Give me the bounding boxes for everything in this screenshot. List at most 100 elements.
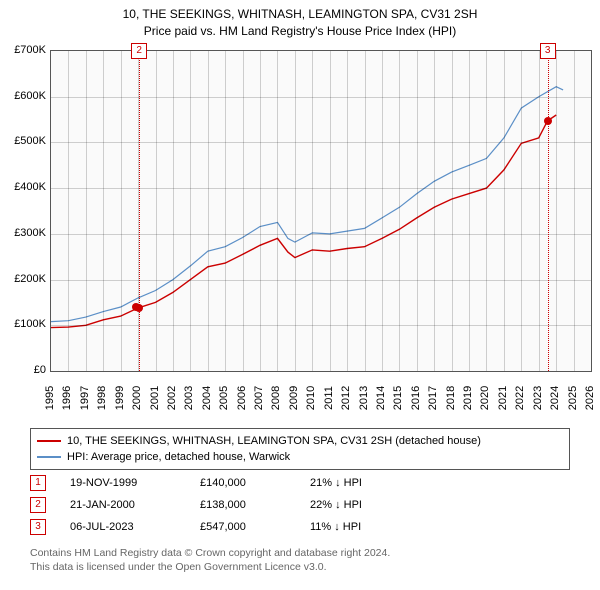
x-tick-label: 2005 [218,386,230,410]
gridline-h [51,280,591,281]
y-tick-label: £600K [0,90,46,102]
x-tick-label: 2026 [584,386,596,410]
x-tick-label: 2015 [392,386,404,410]
gridline-v [469,51,470,371]
sale-delta: 11% ↓ HPI [310,521,361,533]
x-tick-label: 2020 [479,386,491,410]
gridline-v [574,51,575,371]
x-tick-label: 2008 [270,386,282,410]
legend-label: 10, THE SEEKINGS, WHITNASH, LEAMINGTON S… [67,435,481,447]
gridline-h [51,234,591,235]
page: 10, THE SEEKINGS, WHITNASH, LEAMINGTON S… [0,0,600,590]
gridline-v [417,51,418,371]
gridline-v [121,51,122,371]
gridline-v [68,51,69,371]
x-tick-label: 2021 [497,386,509,410]
x-tick-label: 1996 [61,386,73,410]
sale-price: £140,000 [200,477,310,489]
footer: Contains HM Land Registry data © Crown c… [30,546,390,574]
marker-line [548,51,549,371]
sale-row: 2 21-JAN-2000£138,00022% ↓ HPI [30,494,362,516]
x-tick-label: 2025 [567,386,579,410]
gridline-v [539,51,540,371]
sale-row: 306-JUL-2023£547,00011% ↓ HPI [30,516,362,538]
footer-line2: This data is licensed under the Open Gov… [30,560,390,574]
gridline-v [347,51,348,371]
y-tick-label: £100K [0,318,46,330]
x-tick-label: 2000 [131,386,143,410]
sale-marker: 1 [30,475,46,491]
x-tick-label: 2017 [427,386,439,410]
sale-date: 19-NOV-1999 [70,477,200,489]
y-tick-label: £200K [0,273,46,285]
x-tick-label: 2007 [253,386,265,410]
sales-table: 1 19-NOV-1999£140,00021% ↓ HPI 2 21-JAN-200… [30,472,362,538]
x-tick-label: 2013 [358,386,370,410]
x-tick-label: 1999 [114,386,126,410]
sale-date: 06-JUL-2023 [70,521,200,533]
title-block: 10, THE SEEKINGS, WHITNASH, LEAMINGTON S… [0,0,600,40]
y-tick-label: £400K [0,181,46,193]
gridline-v [208,51,209,371]
x-tick-label: 2003 [183,386,195,410]
gridline-v [243,51,244,371]
gridline-v [190,51,191,371]
legend-swatch [37,456,61,458]
legend-label: HPI: Average price, detached house, Warw… [67,451,290,463]
x-tick-label: 2011 [323,386,335,410]
sale-date: 21-JAN-2000 [70,499,200,511]
gridline-v [382,51,383,371]
x-tick-label: 2012 [340,386,352,410]
sale-price: £138,000 [200,499,310,511]
gridline-v [365,51,366,371]
gridline-h [51,97,591,98]
x-tick-label: 2009 [288,386,300,410]
legend-item-property: 10, THE SEEKINGS, WHITNASH, LEAMINGTON S… [37,433,563,449]
plot-area: 23 [50,50,592,372]
x-tick-label: 2022 [514,386,526,410]
gridline-v [156,51,157,371]
y-tick-label: £300K [0,227,46,239]
x-tick-label: 2023 [532,386,544,410]
x-tick-label: 2016 [410,386,422,410]
x-tick-label: 1995 [44,386,56,410]
x-tick-label: 2010 [305,386,317,410]
gridline-v [86,51,87,371]
x-tick-label: 2014 [375,386,387,410]
sale-marker: 2 [30,497,46,513]
marker-line [139,51,140,371]
gridline-v [556,51,557,371]
marker-box: 3 [540,43,556,59]
x-tick-label: 2004 [201,386,213,410]
y-tick-label: £500K [0,135,46,147]
chart: 23 £0£100K£200K£300K£400K£500K£600K£700K… [0,40,600,420]
gridline-v [295,51,296,371]
sale-point [135,304,143,312]
gridline-v [521,51,522,371]
x-tick-label: 1998 [96,386,108,410]
gridline-v [260,51,261,371]
x-tick-label: 2024 [549,386,561,410]
gridline-v [330,51,331,371]
title-line2: Price paid vs. HM Land Registry's House … [0,23,600,40]
gridline-v [312,51,313,371]
marker-box: 2 [131,43,147,59]
legend-item-hpi: HPI: Average price, detached house, Warw… [37,449,563,465]
gridline-v [434,51,435,371]
x-tick-label: 2001 [149,386,161,410]
series-line-property [51,115,556,328]
gridline-v [173,51,174,371]
footer-line1: Contains HM Land Registry data © Crown c… [30,546,390,560]
gridline-h [51,325,591,326]
sale-row: 1 19-NOV-1999£140,00021% ↓ HPI [30,472,362,494]
gridline-v [103,51,104,371]
x-tick-label: 1997 [79,386,91,410]
sale-delta: 22% ↓ HPI [310,499,362,511]
y-tick-label: £700K [0,44,46,56]
x-tick-label: 2006 [236,386,248,410]
sale-delta: 21% ↓ HPI [310,477,362,489]
title-line1: 10, THE SEEKINGS, WHITNASH, LEAMINGTON S… [0,6,600,23]
gridline-v [486,51,487,371]
x-tick-label: 2019 [462,386,474,410]
gridline-v [504,51,505,371]
